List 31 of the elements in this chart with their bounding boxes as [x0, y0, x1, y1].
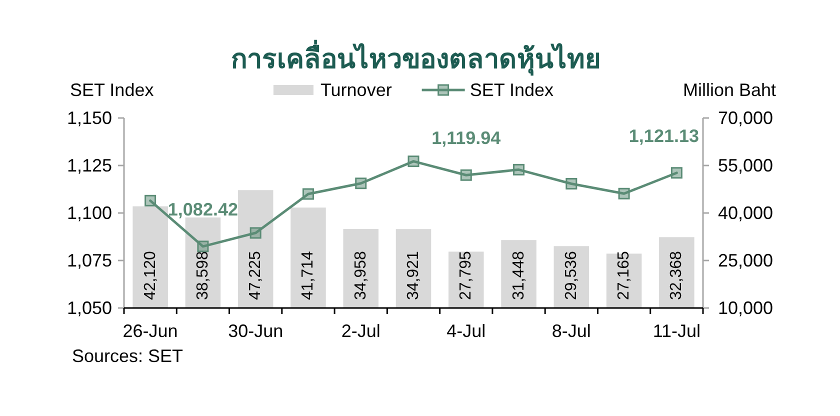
- y2-tick-label: 25,000: [718, 250, 774, 270]
- legend-label: Turnover: [320, 80, 392, 100]
- annotation: Sources: SET: [72, 346, 184, 366]
- y2-tick-label: 55,000: [718, 156, 774, 176]
- x-tick-label: 26-Jun: [122, 321, 178, 341]
- y2-tick-label: 10,000: [718, 298, 774, 318]
- y-tick-label: 1,150: [66, 108, 112, 128]
- y-tick-label: 1,050: [66, 298, 112, 318]
- point: [670, 167, 682, 179]
- x-tick-label: 2-Jul: [341, 321, 380, 341]
- point: [513, 164, 525, 176]
- x-tick-label: 30-Jun: [228, 321, 284, 341]
- point: [566, 178, 578, 190]
- point: [355, 178, 367, 190]
- x-tick-label: 8-Jul: [552, 321, 591, 341]
- y-tick-label: 1,125: [66, 156, 112, 176]
- y2label: Million Baht: [682, 80, 776, 100]
- point: [618, 188, 630, 200]
- x-tick-label: 4-Jul: [446, 321, 486, 341]
- y-tick-label: 1,100: [66, 203, 112, 223]
- x-tick-label: 11-Jul: [652, 321, 701, 341]
- y2-tick-label: 70,000: [718, 108, 774, 128]
- ylabel: SET Index: [70, 80, 154, 100]
- point: [197, 240, 209, 252]
- point: [408, 156, 420, 168]
- point: [302, 188, 314, 200]
- point: [144, 194, 156, 206]
- y2-tick-label: 40,000: [718, 203, 774, 223]
- point: [250, 227, 262, 239]
- y-tick-label: 1,075: [66, 250, 112, 270]
- point: [460, 169, 472, 181]
